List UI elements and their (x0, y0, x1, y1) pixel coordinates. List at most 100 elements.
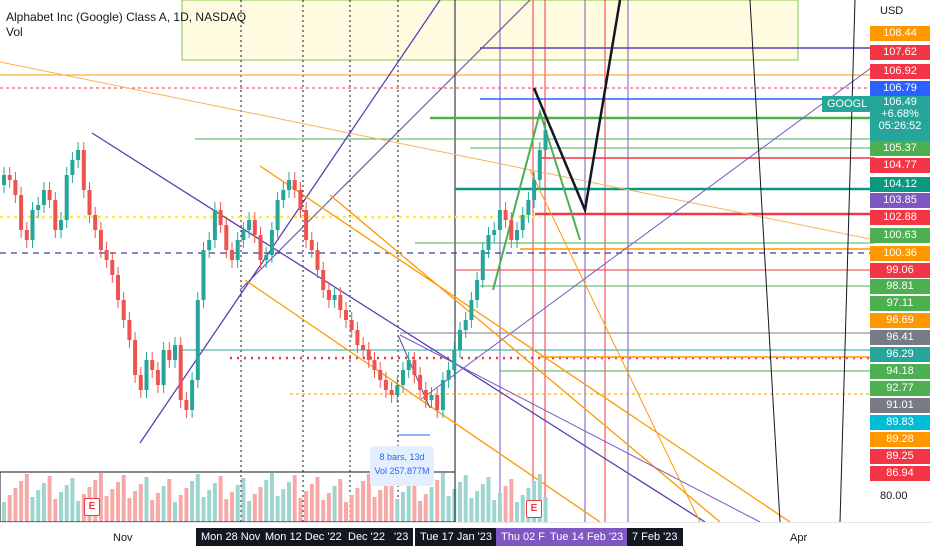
candle-body (201, 250, 206, 300)
price-label: 102.88 (870, 210, 930, 225)
candle-body (435, 395, 440, 410)
volume-bar (224, 499, 229, 522)
time-label-apr: Apr (790, 532, 808, 544)
projection-path (492, 108, 581, 291)
candle-body (292, 180, 297, 190)
candle-body (30, 210, 35, 240)
volume-bar (218, 476, 223, 522)
volume-bar (503, 486, 508, 522)
volume-bar (133, 491, 138, 522)
volume-bar (515, 502, 519, 522)
volume-bar (104, 496, 109, 522)
price-label: 104.12 (870, 177, 930, 192)
candle-body (138, 375, 143, 390)
chart-pane[interactable] (0, 0, 875, 522)
candle-body (344, 310, 348, 320)
volume-bar (201, 497, 206, 522)
volume-bar (349, 495, 354, 522)
candle-body (70, 160, 75, 175)
candle-body (218, 210, 223, 225)
candle-body (81, 150, 86, 190)
volume-bar (344, 502, 348, 522)
volume-bar (184, 488, 189, 522)
time-box: '23 (389, 528, 414, 546)
volume-bar (395, 499, 400, 522)
candle-body (258, 235, 263, 260)
volume-bar (463, 475, 468, 522)
candle-body (475, 280, 480, 300)
volume-bar (332, 486, 337, 522)
candle-body (195, 300, 200, 380)
volume-bar (195, 474, 200, 522)
candle-body (298, 190, 303, 210)
candle-body (526, 200, 531, 215)
candle-body (64, 175, 69, 220)
time-axis[interactable]: Nov Mon 28 Nov Mon 12 Dec '22 Dec '22 '2… (0, 522, 932, 550)
price-label: 107.62 (870, 45, 930, 60)
price-label: 98.81 (870, 279, 930, 294)
volume-bar (241, 478, 246, 522)
candle-body (104, 250, 109, 260)
candle-body (121, 300, 126, 320)
candle-body (116, 275, 120, 300)
candle-body (13, 180, 18, 195)
volume-bar (406, 485, 411, 522)
candle-body (338, 295, 343, 310)
earnings-icon[interactable]: E (526, 500, 542, 518)
candle-body (155, 370, 160, 385)
candle-body (458, 330, 462, 350)
price-label: 106.92 (870, 64, 930, 79)
volume-bar (378, 490, 383, 522)
volume-bar (315, 477, 320, 522)
candle-body (264, 255, 269, 260)
volume-bar (207, 490, 212, 522)
volume-bar (361, 481, 366, 522)
trend-line (91, 132, 706, 522)
volume-bar (81, 494, 86, 522)
candle-body (446, 370, 451, 380)
volume-bar (13, 488, 18, 522)
volume-bar (190, 481, 195, 522)
volume-bar (155, 493, 160, 522)
trend-line (399, 334, 761, 522)
trend-line (529, 169, 701, 522)
candle-body (133, 340, 138, 375)
candle-body (150, 360, 155, 370)
volume-bar (469, 498, 474, 522)
volume-bar (264, 480, 269, 522)
earnings-icon[interactable]: E (84, 498, 100, 516)
highlight-zone (181, 0, 799, 61)
candle-body (7, 175, 12, 180)
candle-body (167, 350, 172, 360)
candle-body (429, 395, 434, 400)
current-price: 106.49 (883, 96, 917, 108)
volume-bar (24, 474, 29, 522)
volume-bar (167, 479, 172, 522)
time-box: Tue 14 Feb '23 (545, 528, 629, 546)
currency-label[interactable]: USD (880, 5, 904, 17)
projection-path (532, 0, 622, 215)
price-label: 104.77 (870, 158, 930, 173)
time-box: Mon 12 Dec '22 (260, 528, 347, 546)
volume-bar (235, 485, 240, 522)
volume-bar (230, 492, 234, 522)
candle-body (59, 220, 63, 230)
price-chart[interactable] (0, 0, 875, 522)
chart-title: Alphabet Inc (Google) Class A, 1D, NASDA… (6, 10, 247, 24)
ticker-badge[interactable]: GOOGL (822, 96, 873, 112)
candle-body (315, 250, 320, 270)
volume-bar (7, 495, 12, 522)
trend-line (839, 0, 856, 522)
volume-bar (292, 475, 297, 522)
time-box: Tue 17 Jan '23 (415, 528, 498, 546)
volume-bar (47, 476, 52, 522)
candle-body (406, 360, 411, 370)
volume-bar (520, 495, 525, 522)
volume-bar (275, 496, 280, 522)
volume-bar (446, 496, 451, 522)
volume-bar (458, 482, 462, 522)
volume-bar (64, 485, 69, 522)
volume-bar (247, 501, 252, 522)
volume-bar (19, 481, 24, 522)
